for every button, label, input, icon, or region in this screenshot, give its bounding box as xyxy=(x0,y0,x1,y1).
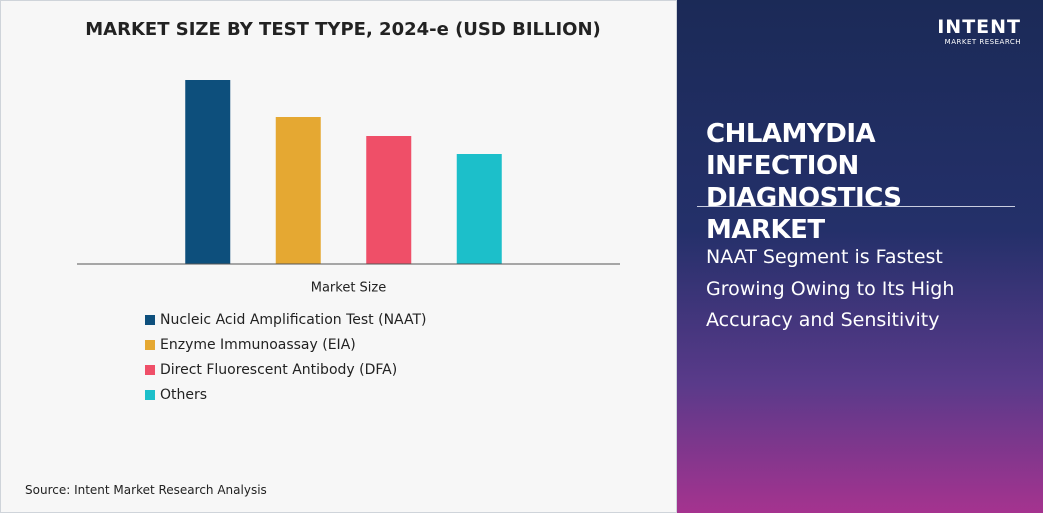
bar xyxy=(275,117,321,264)
panel-title: CHLAMYDIA INFECTION DIAGNOSTICS MARKET xyxy=(706,119,902,245)
source: Source: Intent Market Research Analysis xyxy=(25,483,267,497)
legend-swatch xyxy=(145,315,155,325)
divider xyxy=(697,206,1015,207)
logo: INTENT MARKET RESEARCH xyxy=(937,16,1021,46)
legend-label: Direct Fluorescent Antibody (DFA) xyxy=(160,362,397,378)
legend-swatch xyxy=(145,365,155,375)
bar xyxy=(456,154,502,264)
legend-label: Others xyxy=(160,387,207,403)
panel-summary: NAAT Segment is Fastest Growing Owing to… xyxy=(706,246,955,331)
legend-label: Enzyme Immunoassay (EIA) xyxy=(160,337,356,353)
chart-title: MARKET SIZE BY TEST TYPE, 2024-e (USD BI… xyxy=(85,19,601,40)
logo-subtext: MARKET RESEARCH xyxy=(944,38,1021,46)
legend-swatch xyxy=(145,390,155,400)
legend-swatch xyxy=(145,340,155,350)
bar xyxy=(185,80,231,264)
logo-text: INTENT xyxy=(937,16,1021,38)
info-panel: INTENT MARKET RESEARCH CHLAMYDIA INFECTI… xyxy=(677,0,1043,513)
bar xyxy=(366,136,412,264)
chart-panel xyxy=(0,0,677,513)
legend-label: Nucleic Acid Amplification Test (NAAT) xyxy=(160,312,427,328)
chart: MARKET SIZE BY TEST TYPE, 2024-e (USD BI… xyxy=(77,19,620,403)
x-tick-label: Market Size xyxy=(311,281,387,296)
